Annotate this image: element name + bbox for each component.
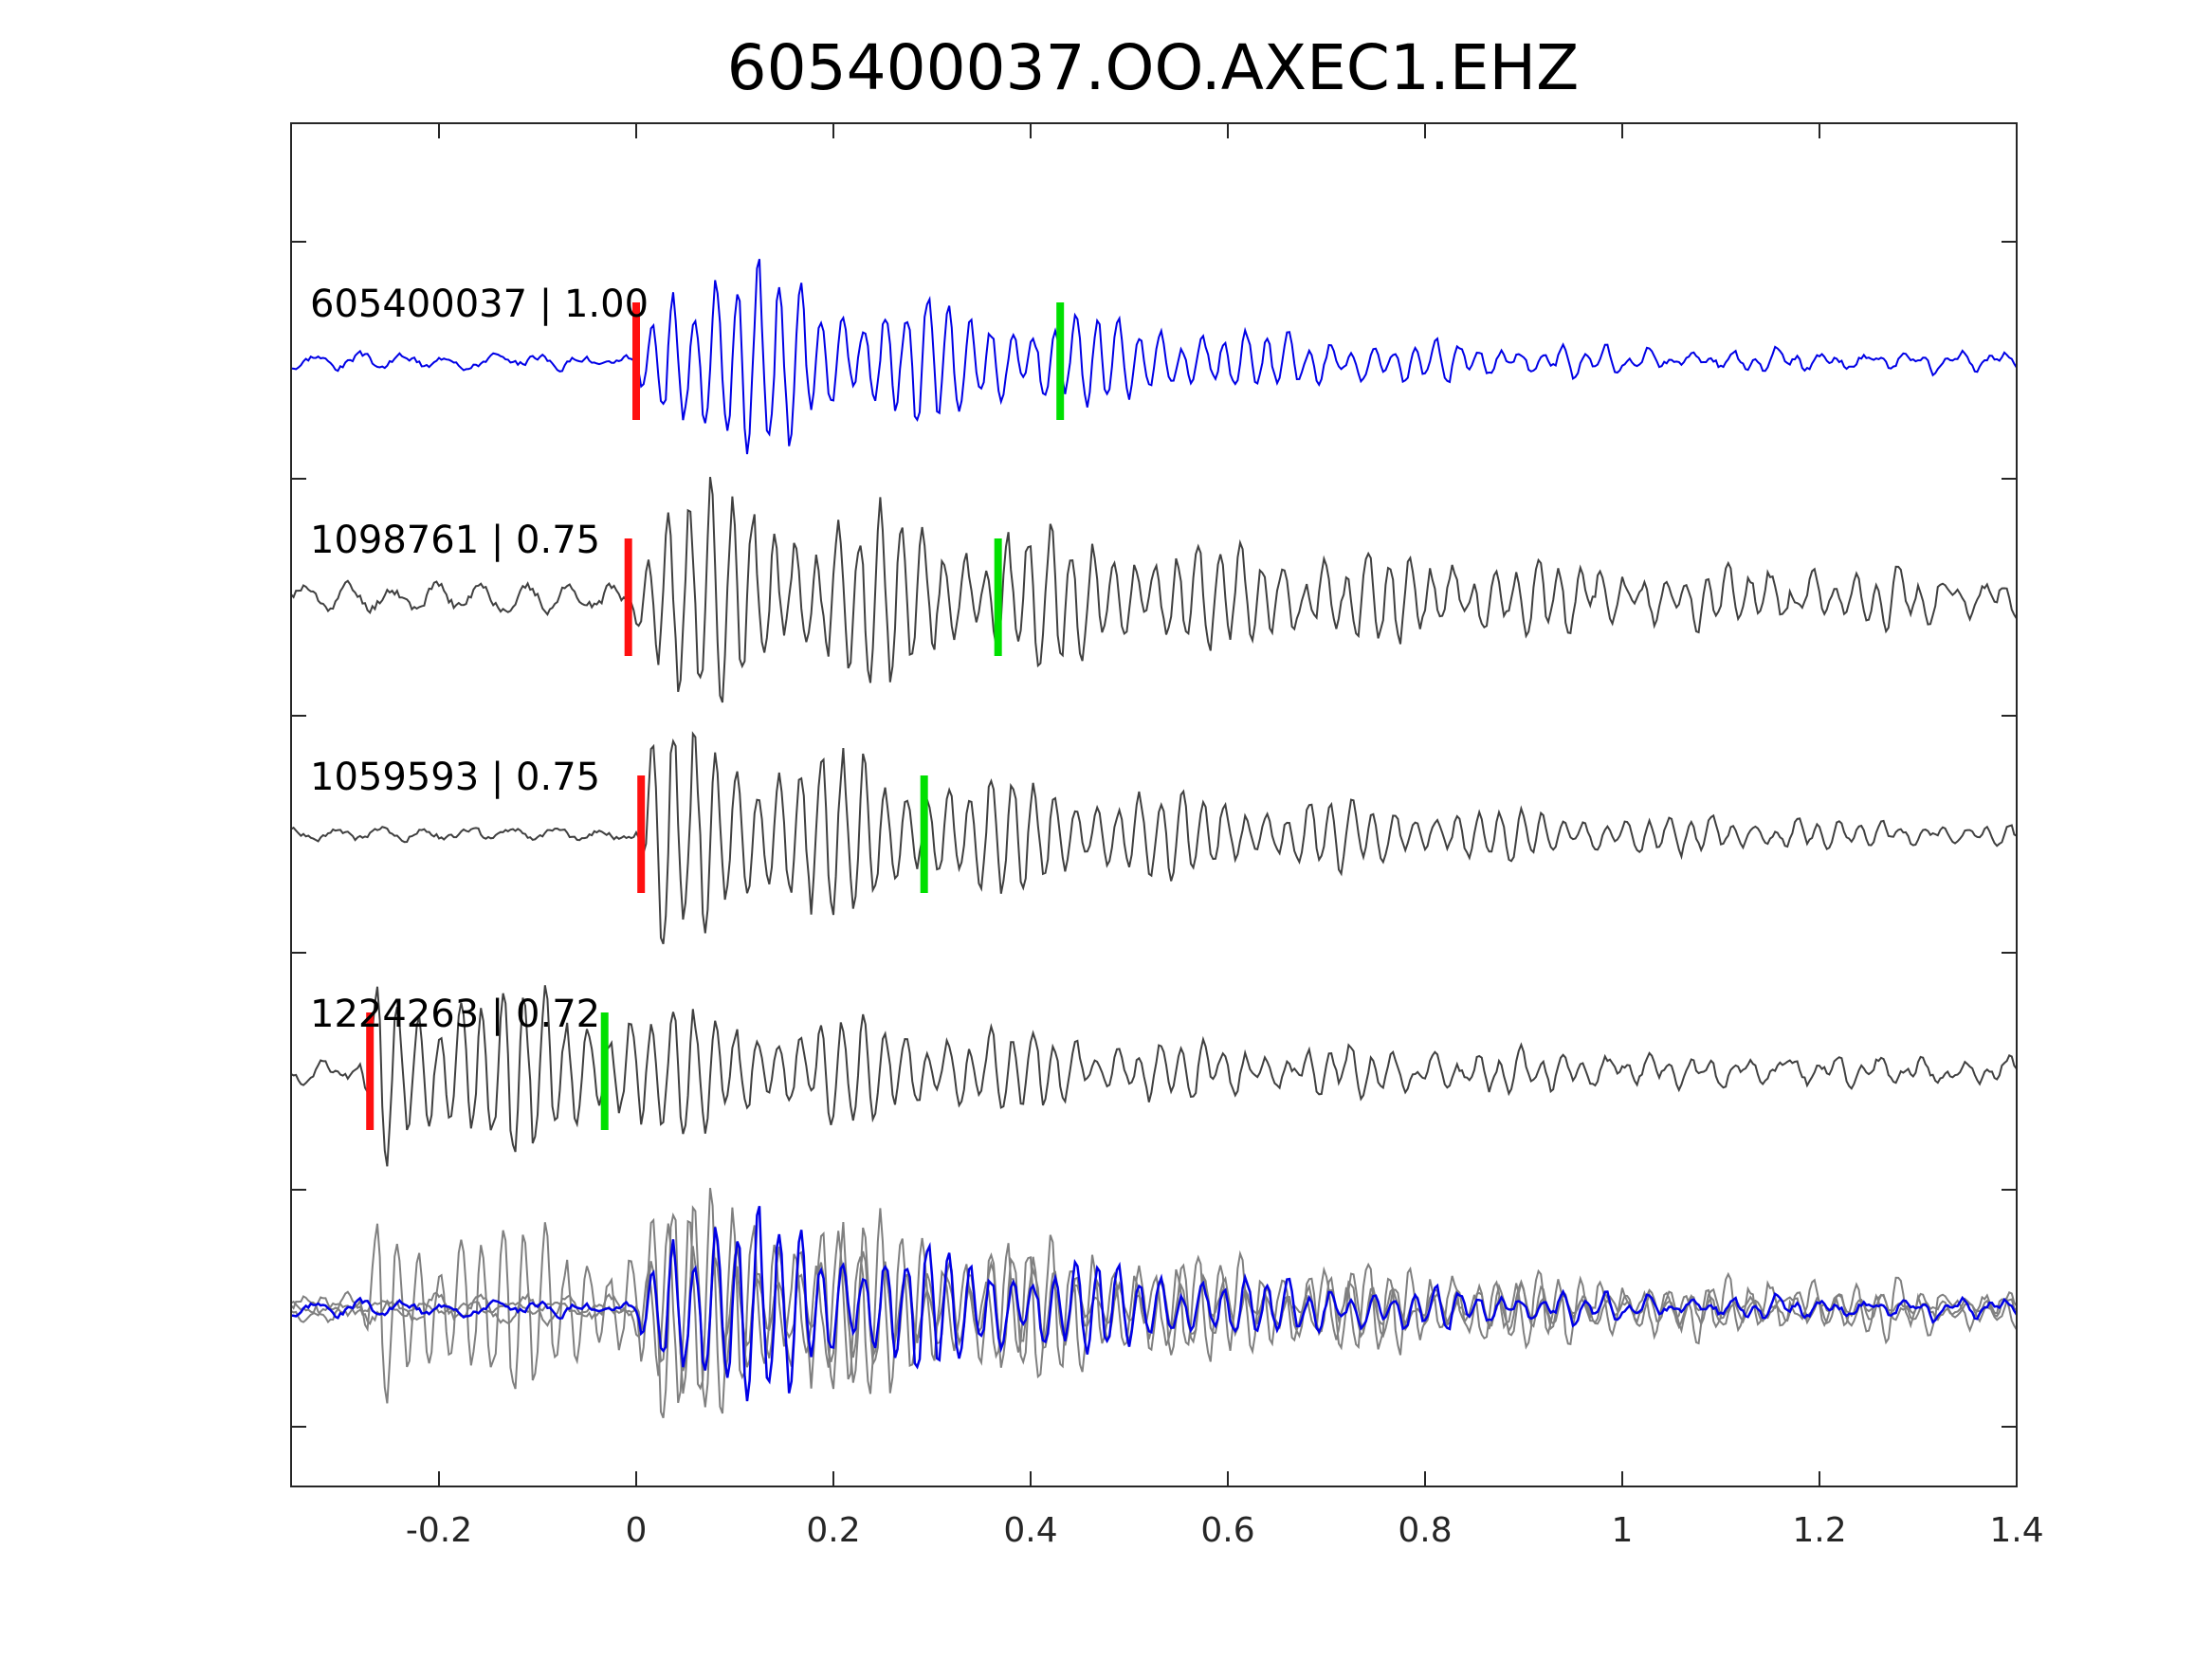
axes-box (290, 122, 2018, 1487)
trace-label-1: 1098761 | 0.75 (310, 519, 600, 562)
trace-line-2 (290, 731, 2018, 945)
x-tick-label-5: 0.8 (1398, 1511, 1452, 1550)
traces-layer (290, 259, 2019, 1419)
x-tick-label-0: -0.2 (406, 1511, 472, 1550)
trace-line-3 (290, 985, 2018, 1167)
picks-layer (366, 302, 1065, 1130)
overlay-trace-1 (290, 1188, 2018, 1414)
x-tick-label-1: 0 (626, 1511, 648, 1550)
chart-title: 605400037.OO.AXEC1.EHZ (727, 31, 1580, 104)
x-tick-label-8: 1.4 (1989, 1511, 2043, 1550)
trace-label-0: 605400037 | 1.00 (310, 283, 649, 326)
x-tick-label-7: 1.2 (1792, 1511, 1846, 1550)
overlay-reference-trace (290, 1205, 2019, 1402)
x-tick-label-4: 0.6 (1200, 1511, 1254, 1550)
x-tick-label-6: 1 (1612, 1511, 1634, 1550)
trace-labels-layer: 605400037 | 1.00 1098761 | 0.75 1059593 | … (310, 283, 649, 1036)
x-tick-label-2: 0.2 (806, 1511, 860, 1550)
trace-line-0 (290, 259, 2018, 455)
x-tick-label-3: 0.4 (1003, 1511, 1057, 1550)
trace-label-3: 1224263 | 0.72 (310, 993, 600, 1036)
axes-layer: -0.2 0 0.2 0.4 0.6 0.8 1 1.2 1.4 (290, 122, 2044, 1550)
trace-line-1 (290, 477, 2018, 703)
trace-label-2: 1059593 | 0.75 (310, 756, 600, 799)
